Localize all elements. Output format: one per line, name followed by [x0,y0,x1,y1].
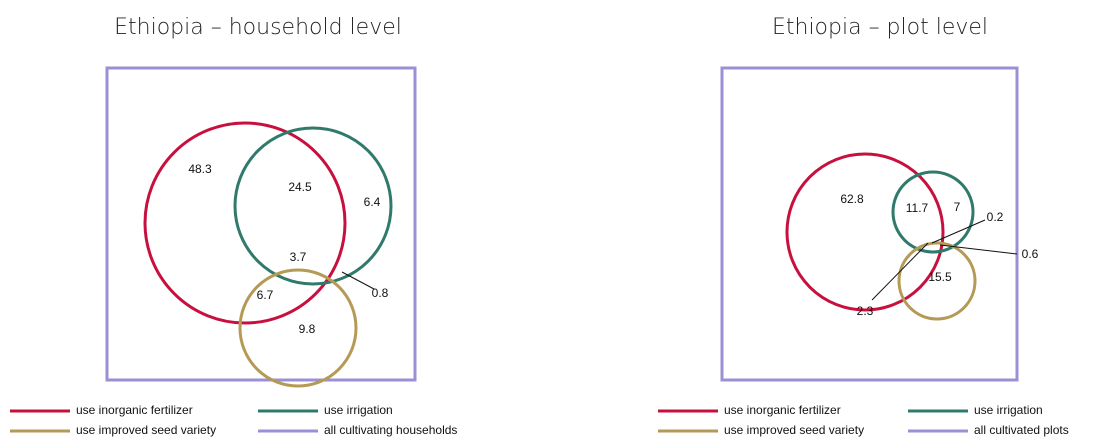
universe-box [720,66,1019,382]
set-circle [897,241,977,321]
leader-line [871,242,929,301]
set-circle [233,126,393,286]
legend-label: use improved seed variety [76,423,216,437]
region-label: 0.6 [1022,247,1039,261]
region-label: 6.7 [257,288,274,302]
legend-label: use irrigation [974,403,1043,417]
region-label: 48.3 [188,162,212,176]
region-label: 11.7 [906,201,929,215]
region-label: 7 [954,200,961,214]
region-label: 62.8 [840,192,864,206]
set-circle [785,152,945,312]
legend-label: use improved seed variety [724,423,864,437]
region-label: 0.2 [987,210,1004,224]
legend-label: use inorganic fertilizer [724,403,841,417]
set-circle [143,121,347,325]
leader-line [341,271,375,290]
universe-box [105,66,417,382]
legend-label: use inorganic fertilizer [76,403,193,417]
legend-label: all cultivating households [324,423,457,437]
region-label: 2.3 [857,304,874,318]
set-circle [238,268,358,388]
chart-title: Ethiopia – household level [114,15,402,40]
leader-line [931,219,986,244]
region-label: 3.7 [290,250,307,264]
legend-label: use irrigation [324,403,393,417]
chart-title: Ethiopia – plot level [772,15,988,40]
region-label: 15.5 [928,270,952,284]
region-label: 0.8 [372,286,389,300]
region-label: 9.8 [299,322,316,336]
region-label: 6.4 [364,195,381,209]
region-label: 24.5 [288,180,312,194]
set-circle [891,170,975,254]
legend-label: all cultivated plots [974,423,1069,437]
leader-line [939,244,1018,255]
